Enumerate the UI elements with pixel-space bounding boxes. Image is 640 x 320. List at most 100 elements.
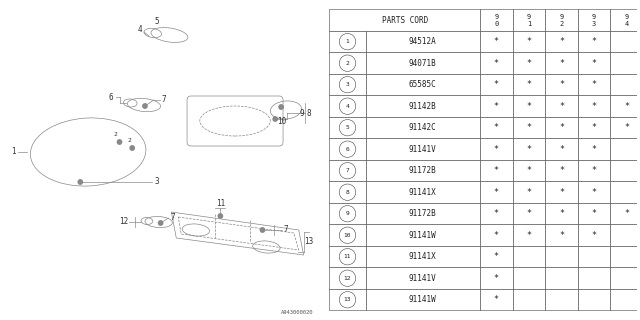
Text: 4: 4 [346, 104, 349, 109]
Bar [365, 160, 480, 181]
Bar [480, 31, 513, 52]
Bar [611, 139, 640, 160]
Bar [480, 160, 513, 181]
Text: 8: 8 [346, 190, 349, 195]
Bar [480, 74, 513, 95]
Bar [330, 52, 365, 74]
Text: 2: 2 [127, 139, 131, 143]
Text: 91141W: 91141W [409, 295, 436, 304]
Bar [513, 31, 545, 52]
Circle shape [159, 221, 163, 225]
Bar [365, 74, 480, 95]
Bar [545, 160, 578, 181]
Circle shape [218, 214, 223, 218]
Circle shape [339, 163, 356, 179]
Bar [513, 160, 545, 181]
Text: *: * [494, 102, 499, 111]
Text: 5: 5 [154, 18, 159, 27]
Text: 13: 13 [304, 237, 313, 246]
Bar [513, 246, 545, 268]
Text: 3: 3 [346, 82, 349, 87]
Text: *: * [591, 188, 596, 197]
Text: *: * [591, 59, 596, 68]
Circle shape [339, 292, 356, 308]
Bar [330, 224, 365, 246]
Text: 9
3: 9 3 [592, 14, 596, 27]
Text: 9
1: 9 1 [527, 14, 531, 27]
Bar [578, 246, 611, 268]
Text: 65585C: 65585C [409, 80, 436, 89]
Bar [513, 203, 545, 224]
Text: *: * [559, 80, 564, 89]
Text: *: * [527, 166, 531, 175]
Text: 91141W: 91141W [409, 231, 436, 240]
Bar [480, 139, 513, 160]
Text: 91142B: 91142B [409, 102, 436, 111]
Bar [513, 268, 545, 289]
Bar [578, 203, 611, 224]
Bar [330, 289, 365, 310]
Circle shape [117, 140, 122, 144]
Text: *: * [494, 123, 499, 132]
Bar [545, 181, 578, 203]
Text: A943000020: A943000020 [281, 310, 314, 315]
Text: 91172B: 91172B [409, 209, 436, 218]
Bar [578, 74, 611, 95]
Circle shape [339, 55, 356, 71]
Bar [545, 289, 578, 310]
Bar [480, 9, 513, 31]
Circle shape [273, 117, 277, 121]
Text: 6: 6 [346, 147, 349, 152]
Circle shape [130, 146, 134, 150]
Text: *: * [494, 231, 499, 240]
Text: *: * [494, 145, 499, 154]
Bar [513, 117, 545, 139]
Text: *: * [494, 166, 499, 175]
Circle shape [339, 227, 356, 244]
Text: 7: 7 [346, 168, 349, 173]
Text: *: * [559, 188, 564, 197]
Text: 94512A: 94512A [409, 37, 436, 46]
Text: *: * [559, 102, 564, 111]
Text: *: * [494, 295, 499, 304]
Circle shape [339, 249, 356, 265]
Bar [330, 31, 365, 52]
Bar [578, 52, 611, 74]
Text: 91141X: 91141X [409, 188, 436, 197]
Bar [330, 268, 365, 289]
Text: *: * [527, 145, 531, 154]
Text: *: * [527, 123, 531, 132]
Bar [330, 9, 480, 31]
Text: *: * [527, 231, 531, 240]
Bar [480, 224, 513, 246]
Circle shape [339, 34, 356, 50]
Bar [513, 224, 545, 246]
Text: *: * [591, 166, 596, 175]
Text: 91141X: 91141X [409, 252, 436, 261]
Bar [611, 95, 640, 117]
Bar [365, 268, 480, 289]
Text: *: * [624, 209, 629, 218]
Text: 91141V: 91141V [409, 274, 436, 283]
Bar [545, 268, 578, 289]
Circle shape [339, 141, 356, 157]
Circle shape [78, 180, 83, 184]
Circle shape [143, 104, 147, 108]
Bar [611, 31, 640, 52]
Text: 8: 8 [306, 108, 311, 117]
Bar [578, 160, 611, 181]
Bar [578, 139, 611, 160]
Bar [330, 95, 365, 117]
Bar [480, 181, 513, 203]
Bar [513, 95, 545, 117]
Text: 94071B: 94071B [409, 59, 436, 68]
Bar [365, 139, 480, 160]
Text: 9: 9 [300, 108, 304, 117]
Text: PARTS CORD: PARTS CORD [381, 16, 428, 25]
Bar [545, 52, 578, 74]
Text: 1: 1 [12, 148, 16, 156]
Bar [578, 31, 611, 52]
Bar [480, 117, 513, 139]
Text: *: * [559, 145, 564, 154]
Text: 10: 10 [278, 116, 287, 125]
